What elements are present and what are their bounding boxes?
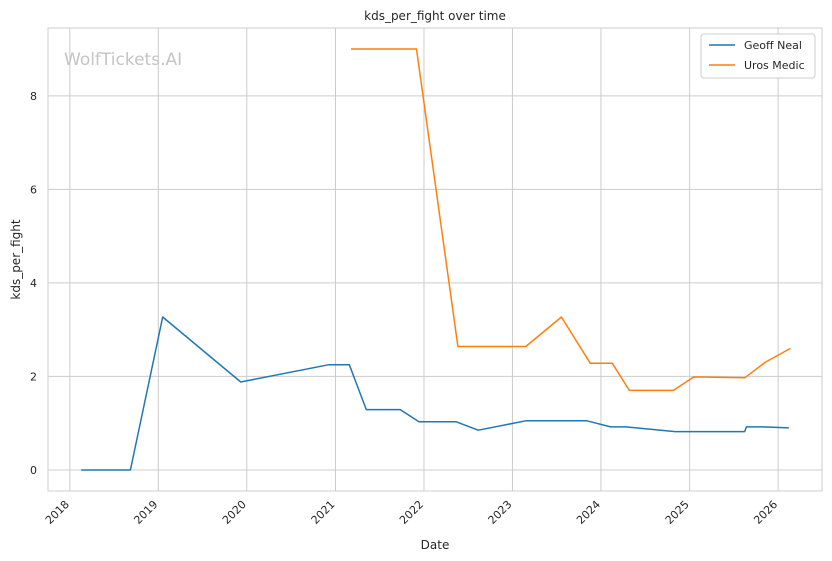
plot-frame <box>47 27 823 492</box>
chart-title: kds_per_fight over time <box>364 9 506 23</box>
series-line-geoff-neal <box>81 316 789 471</box>
y-tick-label: 4 <box>30 277 37 290</box>
y-tick-label: 2 <box>30 370 37 383</box>
legend-label: Geoff Neal <box>744 39 802 52</box>
watermark: WolfTickets.AI <box>64 50 182 70</box>
series-layer <box>81 48 791 471</box>
y-tick-label: 0 <box>30 464 37 477</box>
plot-area <box>47 27 823 492</box>
legend: Geoff Neal Uros Medic <box>700 33 816 79</box>
series-line-uros-medic <box>351 48 791 392</box>
y-tick-label: 6 <box>30 183 37 196</box>
x-axis-label: Date <box>421 538 450 552</box>
y-axis-label: kds_per_fight <box>9 219 23 300</box>
y-tick-label: 8 <box>30 90 37 103</box>
legend-label: Uros Medic <box>744 59 805 72</box>
